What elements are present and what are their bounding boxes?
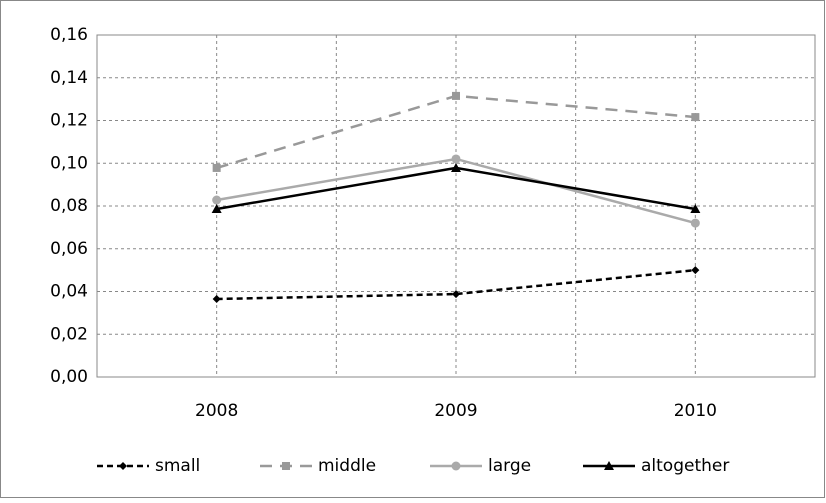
y-tick-label: 0,14 [50, 68, 88, 88]
x-tick-label: 2009 [434, 401, 477, 421]
marker [212, 163, 221, 172]
marker [212, 294, 221, 303]
y-tick-label: 0,00 [50, 367, 88, 387]
marker [690, 203, 701, 213]
y-tick-label: 0,10 [50, 153, 88, 173]
marker [691, 113, 700, 122]
y-tick-label: 0,16 [50, 25, 88, 45]
marker [451, 162, 461, 172]
legend-label: small [155, 456, 200, 476]
plot-border [96, 34, 816, 378]
marker [451, 154, 461, 164]
y-tick-label: 0,12 [50, 111, 88, 131]
y-tick-label: 0,04 [50, 282, 88, 302]
legend-marker [282, 462, 290, 470]
legend-marker [451, 461, 461, 471]
x-tick-label: 2008 [195, 401, 238, 421]
legend-marker [604, 461, 614, 470]
legend-label: large [488, 456, 531, 476]
legend-label: middle [318, 456, 376, 476]
marker [452, 91, 460, 100]
marker [212, 195, 222, 205]
marker [691, 266, 700, 275]
x-tick-label: 2010 [674, 401, 717, 421]
marker [211, 203, 222, 213]
marker [452, 290, 460, 299]
legend-label: altogether [641, 456, 729, 476]
y-tick-label: 0,08 [50, 196, 88, 216]
legend-marker [119, 462, 127, 470]
y-tick-label: 0,02 [50, 324, 88, 344]
y-tick-label: 0,06 [50, 239, 88, 259]
marker [690, 218, 700, 228]
